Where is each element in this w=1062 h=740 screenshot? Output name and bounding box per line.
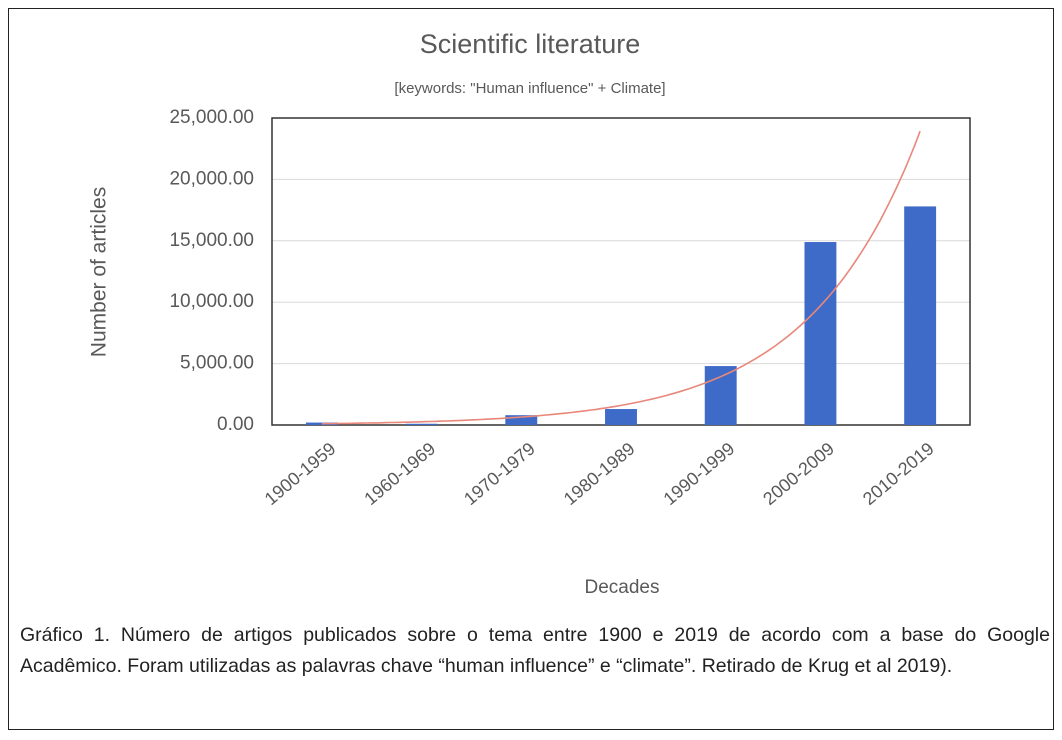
x-tick-label: 2010-2019 (859, 438, 938, 509)
x-axis-label: Decades (585, 577, 660, 598)
trendline (321, 130, 921, 425)
bar (405, 423, 438, 425)
y-tick-label: 0.00 (217, 414, 254, 435)
x-tick-label: 2000-2009 (759, 438, 838, 509)
figure-frame (8, 8, 1054, 730)
bar (804, 242, 837, 425)
x-tick-label: 1980-1989 (560, 438, 639, 509)
y-tick-label: 5,000.00 (180, 353, 254, 374)
x-tick-label: 1970-1979 (460, 438, 539, 509)
chart-subtitle: [keywords: "Human influence" + Climate] (394, 80, 665, 97)
y-tick-label: 20,000.00 (169, 168, 254, 189)
y-tick-label: 25,000.00 (169, 107, 254, 128)
bar (305, 422, 338, 425)
plot-border (271, 117, 971, 426)
y-axis-label: Number of articles (88, 187, 111, 357)
y-tick-label: 10,000.00 (169, 291, 254, 312)
chart: Scientific literature [keywords: "Human … (88, 29, 971, 598)
x-tick-label: 1900-1959 (261, 438, 340, 509)
bar (904, 206, 937, 425)
caption: Gráfico 1. Número de artigos publicados … (20, 624, 1050, 677)
bar (704, 366, 737, 425)
y-tick-label: 15,000.00 (169, 230, 254, 251)
bar (505, 415, 538, 425)
chart-title: Scientific literature (420, 29, 641, 59)
x-tick-label: 1960-1969 (360, 438, 439, 509)
bar (605, 409, 637, 425)
x-tick-label: 1990-1999 (660, 438, 739, 509)
